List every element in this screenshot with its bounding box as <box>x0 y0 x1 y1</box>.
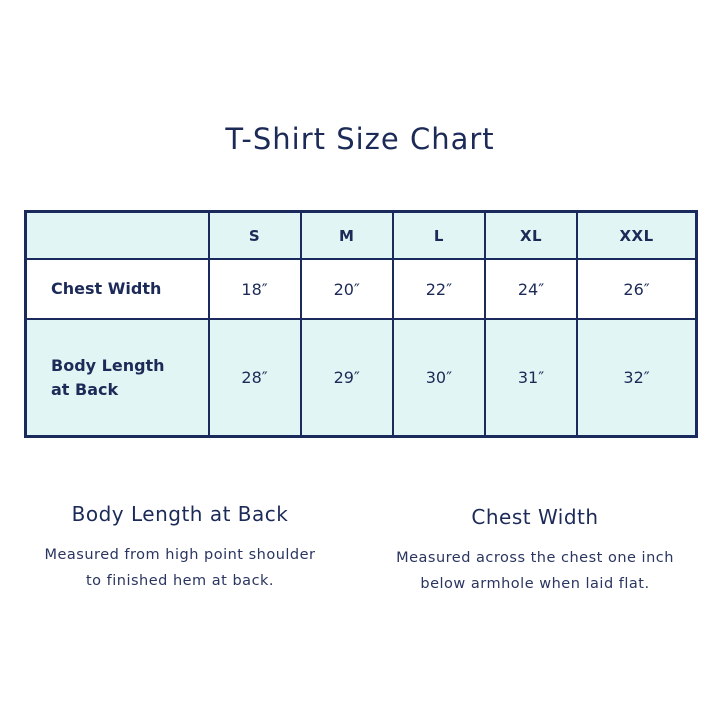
table-cell: 18″ <box>207 258 302 321</box>
table-cell: 20″ <box>299 258 394 321</box>
table-cell: 32″ <box>576 318 698 438</box>
size-table: S M L XL XXL Chest Width 18″ 20″ 22″ 24″… <box>24 210 698 438</box>
table-row-body-length: Body Length at Back 28″ 29″ 30″ 31″ 32″ <box>24 318 698 438</box>
note-text: Measured across the chest one inch below… <box>396 550 674 592</box>
header-cell-xl: XL <box>483 210 579 261</box>
header-row: S M L XL XXL <box>24 210 698 261</box>
table-cell: 29″ <box>299 318 394 438</box>
note-heading: Chest Width <box>471 505 599 529</box>
note-chest-width: Chest Width Measured across the chest on… <box>355 505 715 597</box>
header-cell-s: S <box>207 210 302 261</box>
table-cell: 22″ <box>391 258 486 321</box>
table-cell: 31″ <box>483 318 579 438</box>
note-heading: Body Length at Back <box>71 502 289 526</box>
table-cell: 26″ <box>576 258 698 321</box>
table-cell: 28″ <box>207 318 302 438</box>
note-body-length: Body Length at Back Measured from high p… <box>0 502 360 594</box>
page-title: T-Shirt Size Chart <box>225 122 495 156</box>
header-cell-xxl: XXL <box>576 210 698 261</box>
table-cell: 30″ <box>391 318 486 438</box>
header-cell-empty <box>24 210 210 261</box>
row-label: Body Length at Back <box>24 318 210 438</box>
header-cell-l: L <box>391 210 486 261</box>
note-text: Measured from high point shoulder to fin… <box>44 547 316 589</box>
row-label: Chest Width <box>24 258 210 321</box>
table-row-chest-width: Chest Width 18″ 20″ 22″ 24″ 26″ <box>24 258 698 321</box>
table-cell: 24″ <box>483 258 579 321</box>
header-cell-m: M <box>299 210 394 261</box>
